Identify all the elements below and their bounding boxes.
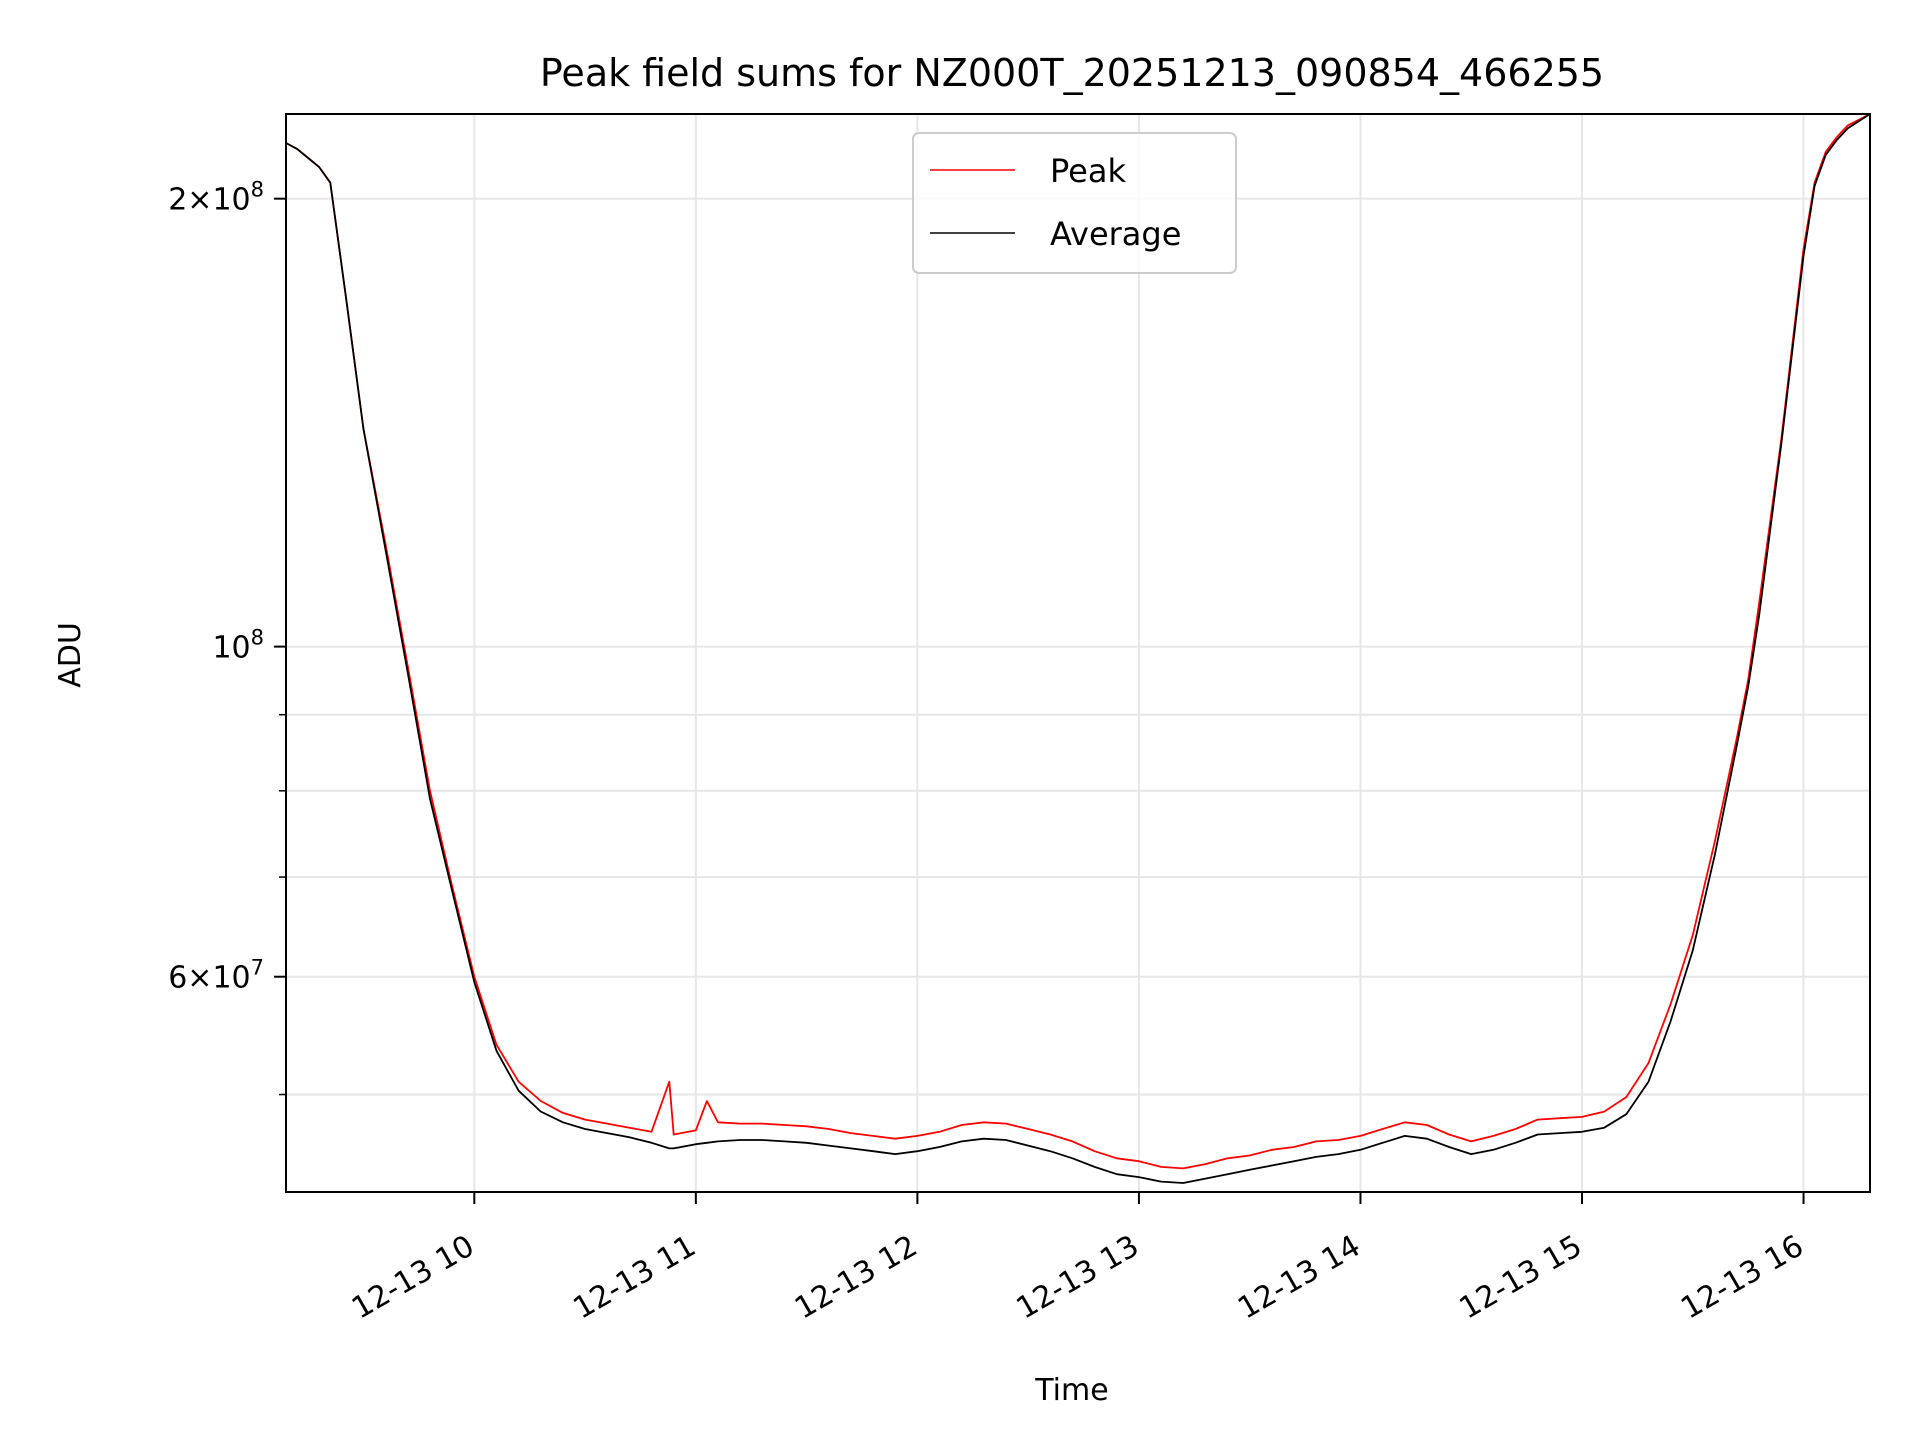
legend-label-peak: Peak [1050,152,1126,190]
x-axis-label: Time [1034,1373,1108,1408]
legend-label-average: Average [1050,215,1181,253]
y-tick-label: 6×107 [168,956,264,996]
plot-frame [285,113,1871,1193]
y-axis-label: ADU [53,622,88,688]
legend-box [912,132,1237,274]
series-line-peak [285,113,1871,1170]
chart-title: Peak field sums for NZ000T_20251213_0908… [540,51,1604,95]
series-line-average [285,113,1871,1184]
y-tick-label: 108 [212,626,264,666]
legend: Peak Average [912,132,1237,274]
series-lines [285,113,1871,1184]
y-tick-label: 2×108 [168,178,264,218]
grid-lines [286,114,1870,1192]
